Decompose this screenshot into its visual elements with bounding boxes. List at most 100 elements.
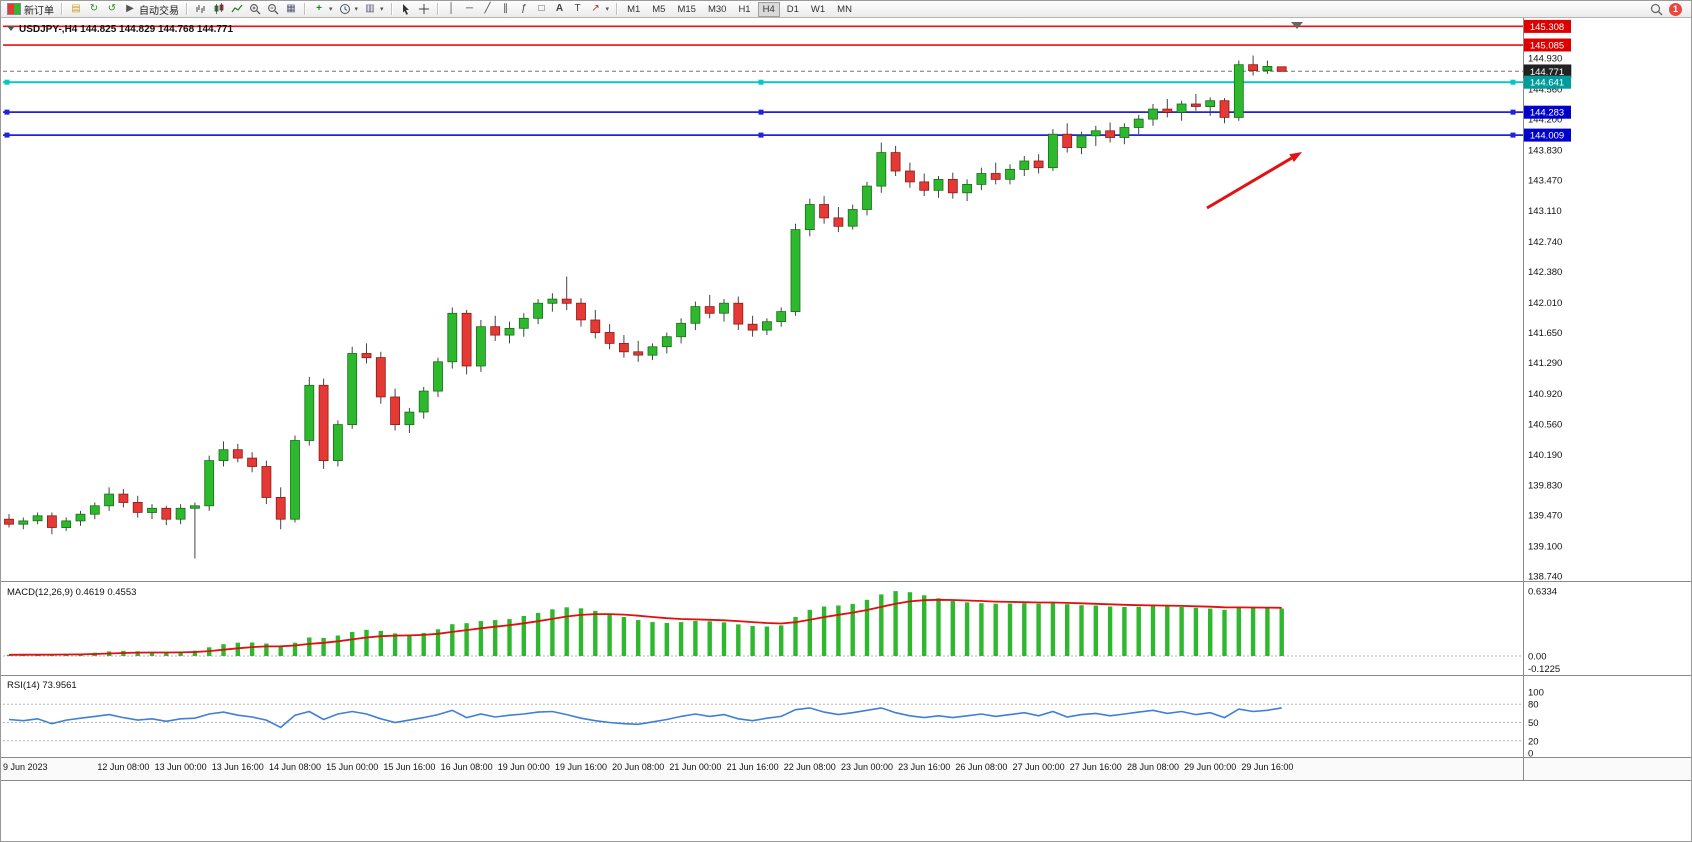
candles <box>4 55 1287 559</box>
svg-text:144.009: 144.009 <box>1530 131 1564 142</box>
tf-W1[interactable]: W1 <box>810 3 826 15</box>
line-handle[interactable] <box>1510 109 1516 115</box>
price-tag-145.308: 145.308 <box>1524 19 1571 33</box>
crosshair-icon <box>418 4 429 14</box>
arrows-button[interactable]: ↗ ▾ <box>587 2 613 17</box>
market-watch-button[interactable]: ▤ <box>67 2 85 17</box>
svg-text:13 Jun 00:00: 13 Jun 00:00 <box>155 762 207 772</box>
chevron-down-icon: ▾ <box>380 6 384 13</box>
toolbar: 新订单 ▤ ↻ ↺ ▶ 自动交易 ▦ + ▾ ▾ ▥ ▾ │ ─ ╱ ∥ ƒ □ A… <box>1 1 1691 18</box>
trendline-icon: ╱ <box>484 3 491 14</box>
pane-separators[interactable] <box>1 581 1692 678</box>
svg-text:20: 20 <box>1528 736 1539 747</box>
periods-button[interactable]: ▾ <box>336 2 362 17</box>
text-icon: A <box>555 3 564 14</box>
line-handle[interactable] <box>1510 79 1516 85</box>
symbol-menu-icon[interactable] <box>7 26 15 31</box>
bar-chart-button[interactable] <box>192 2 210 17</box>
cursor-button[interactable] <box>397 2 415 17</box>
history-button[interactable]: ↺ <box>103 2 121 17</box>
line-handle[interactable] <box>758 132 764 138</box>
vertical-line-button[interactable]: │ <box>443 2 461 17</box>
tf-D1[interactable]: D1 <box>786 3 799 15</box>
tile-windows-icon: ▦ <box>286 3 296 14</box>
candlestick-button[interactable] <box>210 2 228 17</box>
refresh-button[interactable]: ↻ <box>85 2 103 17</box>
svg-text:RSI(14) 73.9561: RSI(14) 73.9561 <box>7 680 77 691</box>
new-order-button[interactable]: 新订单 <box>4 2 57 17</box>
trend-arrow-annotation[interactable] <box>1206 152 1302 210</box>
separator <box>304 3 306 15</box>
time-axis-strip[interactable] <box>1 757 1692 781</box>
svg-text:143.110: 143.110 <box>1528 206 1562 217</box>
label-icon: T <box>574 3 581 14</box>
tf-M30[interactable]: M30 <box>707 3 727 15</box>
label-button[interactable]: T <box>569 2 587 17</box>
shift-marker-icon[interactable] <box>1291 22 1303 29</box>
template-icon: ▥ <box>365 3 375 14</box>
svg-text:138.740: 138.740 <box>1528 572 1562 583</box>
svg-text:145.308: 145.308 <box>1530 22 1564 33</box>
hline-144.641[interactable] <box>3 79 1523 85</box>
time-axis[interactable]: 9 Jun 2023 12 Jun 08:00 13 Jun 00:00 13 Jun… <box>3 762 1293 772</box>
tf-M15[interactable]: M15 <box>677 3 696 15</box>
line-handle[interactable] <box>4 109 10 115</box>
zoom-in-button[interactable] <box>246 2 264 17</box>
svg-text:21 Jun 00:00: 21 Jun 00:00 <box>669 762 721 772</box>
candlestick-icon <box>214 3 224 14</box>
price-tag-145.085: 145.085 <box>1524 38 1571 52</box>
hline-144.009[interactable] <box>3 132 1523 138</box>
channel-button[interactable]: ∥ <box>497 2 515 17</box>
notification-badge[interactable]: 1 <box>1669 2 1682 16</box>
price-tag-144.641: 144.641 <box>1524 75 1571 89</box>
svg-text:144.560: 144.560 <box>1528 84 1562 95</box>
toolbar-right: 1 <box>1650 2 1688 16</box>
tf-M5[interactable]: M5 <box>652 3 666 15</box>
tile-windows-button[interactable]: ▦ <box>282 2 300 17</box>
tf-H1[interactable]: H1 <box>738 3 751 15</box>
new-order-icon <box>7 3 21 15</box>
refresh-icon: ↻ <box>89 3 99 14</box>
svg-text:144.283: 144.283 <box>1530 108 1564 119</box>
tf-MN[interactable]: MN <box>837 3 852 15</box>
horizontal-line-button[interactable]: ─ <box>461 2 479 17</box>
svg-text:21 Jun 16:00: 21 Jun 16:00 <box>727 762 779 772</box>
tf-M1[interactable]: M1 <box>627 3 641 15</box>
line-chart-icon <box>231 4 243 13</box>
line-chart-button[interactable] <box>228 2 246 17</box>
line-handle[interactable] <box>4 79 10 85</box>
arrow-object-icon: ↗ <box>591 3 600 14</box>
separator <box>186 3 188 15</box>
text-button[interactable]: A <box>551 2 569 17</box>
shapes-button[interactable]: □ <box>533 2 551 17</box>
autotrading-button[interactable]: ▶ 自动交易 <box>121 2 182 17</box>
chevron-down-icon: ▾ <box>605 6 610 13</box>
new-order-label: 新订单 <box>24 5 54 17</box>
price-axis[interactable]: 144.930 144.560 144.200 143.830 143.470 143.1… <box>1528 54 1562 583</box>
line-handle[interactable] <box>1510 132 1516 138</box>
line-handle[interactable] <box>4 132 10 138</box>
svg-text:23 Jun 16:00: 23 Jun 16:00 <box>898 762 950 772</box>
trendline-button[interactable]: ╱ <box>479 2 497 17</box>
fibonacci-button[interactable]: ƒ <box>515 2 533 17</box>
hline-144.283[interactable] <box>3 109 1523 115</box>
search-icon[interactable] <box>1650 3 1663 16</box>
line-handle[interactable] <box>758 79 764 85</box>
svg-text:-0.1225: -0.1225 <box>1528 664 1560 675</box>
separator <box>436 3 439 15</box>
rsi-label: RSI(14) 73.9561 <box>7 680 77 691</box>
zoom-out-button[interactable] <box>264 2 282 17</box>
svg-text:23 Jun 00:00: 23 Jun 00:00 <box>841 762 893 772</box>
crosshair-button[interactable] <box>415 2 433 17</box>
clock-icon <box>339 4 350 14</box>
svg-text:26 Jun 08:00: 26 Jun 08:00 <box>955 762 1007 772</box>
line-handle[interactable] <box>758 109 764 115</box>
indicators-button[interactable]: + ▾ <box>310 2 336 17</box>
shapes-icon: □ <box>538 3 545 14</box>
svg-text:13 Jun 16:00: 13 Jun 16:00 <box>212 762 264 772</box>
templates-button[interactable]: ▥ ▾ <box>361 2 387 17</box>
tf-H4[interactable]: H4 <box>757 1 780 17</box>
